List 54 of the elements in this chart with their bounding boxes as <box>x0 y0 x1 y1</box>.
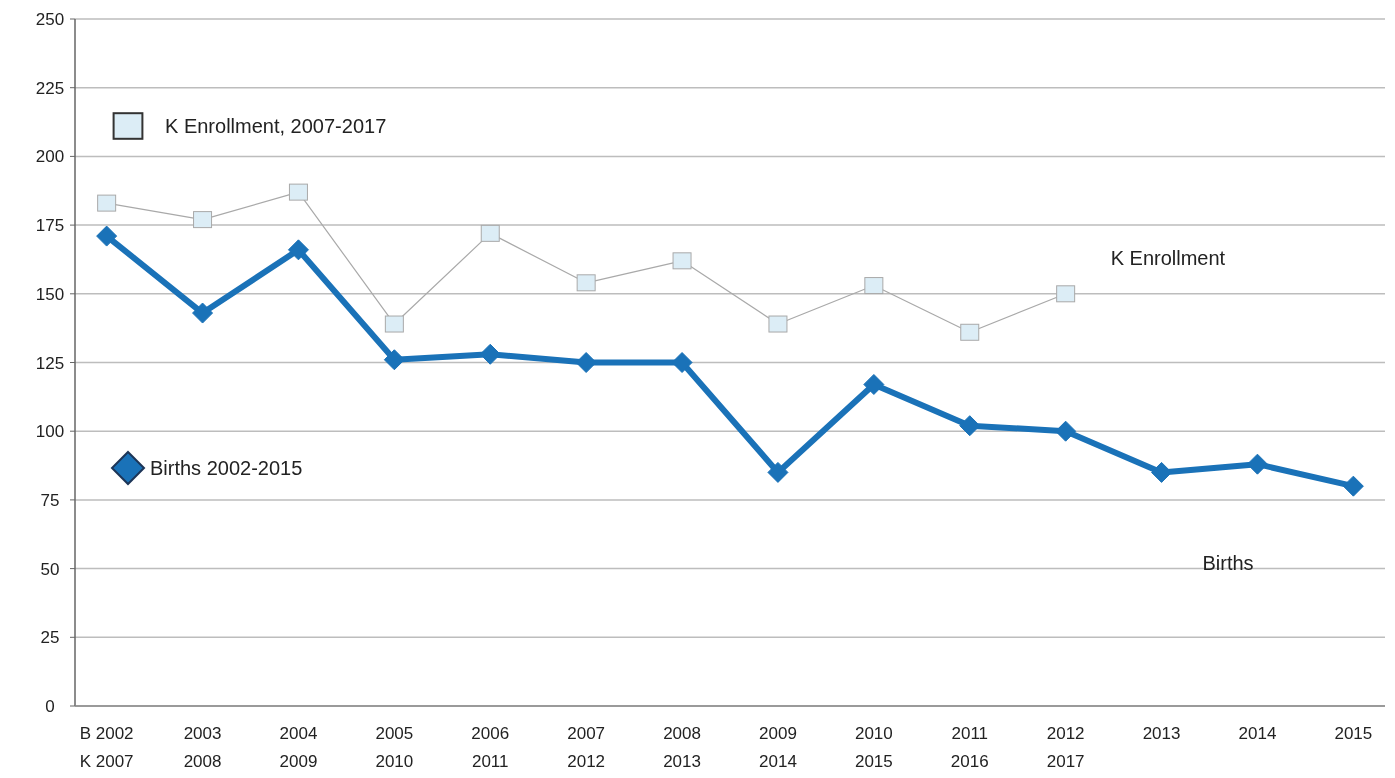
point <box>768 315 788 333</box>
point <box>1056 285 1076 303</box>
x-tick-label: 2013 <box>1142 724 1181 743</box>
x-tick-label: 2007 2012 <box>567 724 606 771</box>
y-tick-label: 200 <box>35 147 65 167</box>
point <box>384 315 404 333</box>
point <box>672 252 692 270</box>
point <box>287 239 309 261</box>
point <box>671 352 693 373</box>
point <box>575 352 597 373</box>
point <box>863 373 885 395</box>
point <box>960 323 980 341</box>
point <box>767 461 789 483</box>
y-tick-label: 0 <box>45 697 55 716</box>
x-tick-label: 2003 2008 <box>183 724 222 771</box>
point <box>1151 461 1173 483</box>
x-tick-label: B 2002 K 2007 <box>79 724 134 771</box>
legend-label: Births 2002-2015 <box>150 457 303 479</box>
annotation: K Enrollment <box>1110 246 1226 269</box>
point <box>97 194 117 212</box>
x-tick-label: 2012 2017 <box>1046 724 1085 771</box>
point <box>192 302 214 324</box>
x-tick-label: 2009 2014 <box>759 724 797 771</box>
y-tick-label: 250 <box>35 10 65 29</box>
y-tick-label: 75 <box>40 490 60 510</box>
point <box>864 277 884 295</box>
point <box>1342 475 1364 497</box>
point <box>479 343 501 365</box>
x-tick-label: 2014 <box>1238 724 1277 743</box>
point <box>383 349 405 371</box>
point <box>959 415 981 437</box>
x-tick-label: 2011 2016 <box>950 724 989 771</box>
point <box>480 224 500 242</box>
x-tick-label: 2006 2011 <box>471 724 510 771</box>
y-tick-label: 175 <box>35 216 65 236</box>
y-tick-label: 50 <box>40 559 60 579</box>
x-tick-label: 2010 2015 <box>854 724 893 771</box>
x-tick-label: 2004 2009 <box>279 724 318 771</box>
x-tick-label: 2008 2013 <box>663 724 701 771</box>
y-tick-label: 25 <box>40 628 60 648</box>
y-tick-label: 125 <box>35 353 65 373</box>
point <box>96 225 118 247</box>
y-tick-label: 100 <box>35 422 65 442</box>
point <box>1246 453 1268 475</box>
point <box>576 274 596 292</box>
y-tick-label: 225 <box>35 78 65 98</box>
annotation: Births <box>1202 551 1254 574</box>
legend-label: K Enrollment, 2007-2017 <box>165 115 387 137</box>
x-tick-label: 2015 <box>1334 724 1373 743</box>
point <box>193 211 213 229</box>
point <box>1055 420 1077 442</box>
x-tick-label: 2005 2010 <box>375 724 414 771</box>
point <box>288 183 308 201</box>
y-tick-label: 150 <box>35 284 65 304</box>
